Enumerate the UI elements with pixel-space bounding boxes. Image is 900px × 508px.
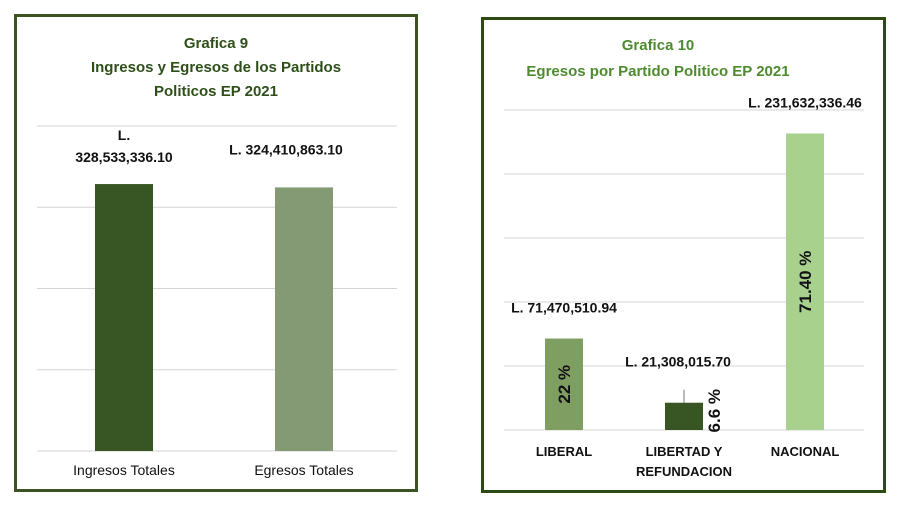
bar bbox=[275, 187, 333, 451]
chart-subtitle: Egresos por Partido Politico EP 2021 bbox=[526, 63, 789, 80]
category-label: LIBERTAD Y REFUNDACION bbox=[636, 444, 732, 479]
data-label: L. 21,308,015.70 bbox=[625, 354, 731, 370]
data-label: L. 231,632,336.46 bbox=[748, 95, 862, 111]
chart-title: Grafica 10 bbox=[622, 37, 695, 54]
bar bbox=[95, 184, 153, 452]
data-label: L. 328,533,336.10 bbox=[75, 127, 173, 165]
percent-label: 71.40 % bbox=[796, 251, 815, 313]
category-label: LIBERAL bbox=[536, 444, 592, 459]
bar bbox=[786, 133, 824, 430]
data-label: L. 71,470,510.94 bbox=[511, 300, 617, 316]
category-label: Ingresos Totales bbox=[73, 462, 175, 478]
category-label: Egresos Totales bbox=[254, 462, 353, 478]
percent-label: 6.6 % bbox=[705, 389, 724, 432]
data-label: L. 324,410,863.10 bbox=[229, 141, 343, 157]
chart-grafica-9: Grafica 9 Ingresos y Egresos de los Part… bbox=[37, 35, 397, 478]
chart-panel-grafica-10: Grafica 10 Egresos por Partido Politico … bbox=[481, 17, 886, 493]
bar bbox=[545, 338, 583, 430]
category-label: NACIONAL bbox=[771, 444, 840, 459]
chart-subtitle-line-2: Politicos EP 2021 bbox=[154, 83, 278, 100]
percent-label: 22 % bbox=[555, 365, 574, 404]
chart-subtitle-line-1: Ingresos y Egresos de los Partidos bbox=[91, 59, 341, 76]
bar bbox=[665, 402, 703, 430]
chart-grafica-10: Grafica 10 Egresos por Partido Politico … bbox=[504, 37, 864, 479]
chart-panel-grafica-9: Grafica 9 Ingresos y Egresos de los Part… bbox=[14, 14, 418, 492]
chart-title: Grafica 9 bbox=[184, 35, 248, 52]
